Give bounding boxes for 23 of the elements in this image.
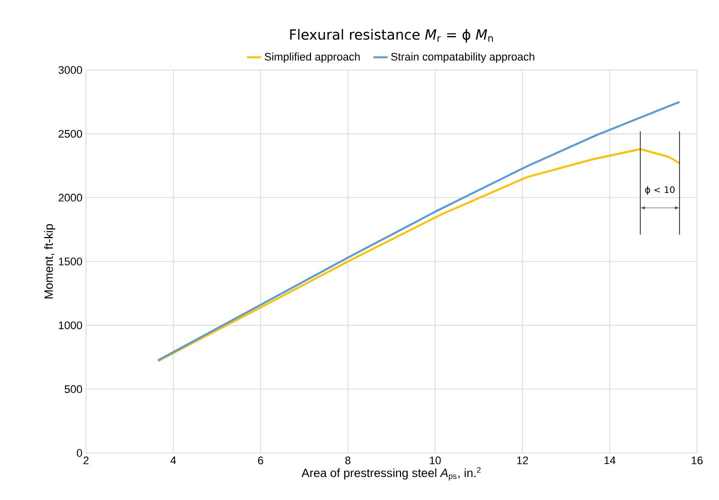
y-tick-label: 500 [64, 385, 82, 394]
legend-label: Strain compatability approach [391, 52, 534, 63]
x-tick-label: 8 [345, 456, 350, 464]
line-series [157, 100, 681, 362]
y-tick-label: 1000 [58, 321, 82, 330]
y-tick-label: 3000 [58, 66, 82, 74]
x-tick-label: 6 [258, 456, 264, 464]
legend-label: Simplified approach [264, 52, 360, 63]
x-axis-title: Area of prestressing steel A$_{ps}$, in.$^{2}$ [302, 467, 481, 480]
y-tick-label: 1500 [58, 258, 82, 266]
y-tick-label: 0 [76, 449, 82, 457]
x-tick-label: 16 [692, 456, 703, 464]
annotation: ϕ < 10 [645, 186, 675, 195]
x-tick-label: 12 [517, 456, 528, 464]
x-tick-label: 2 [84, 456, 89, 464]
y-axis-title: Moment, ft-kip [44, 224, 56, 298]
y-tick-label: 2500 [58, 130, 82, 138]
line-series [157, 148, 681, 362]
y-tick-label: 2000 [58, 194, 82, 202]
x-tick-label: 4 [170, 456, 176, 464]
x-tick-label: 10 [430, 456, 441, 464]
x-tick-label: 14 [604, 456, 616, 464]
chart-title: Flexural resistance M$_{r}$ = ϕ M$_{n}$ [290, 28, 493, 42]
